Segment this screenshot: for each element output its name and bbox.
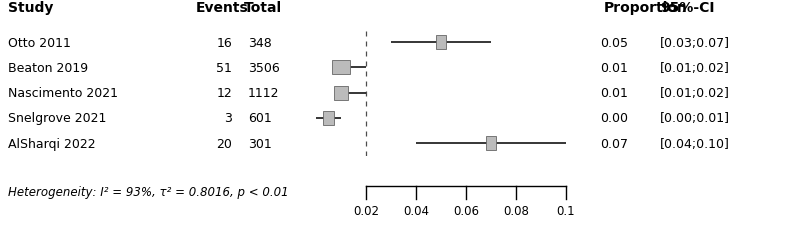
Text: 3: 3 (224, 112, 232, 125)
Text: 16: 16 (216, 36, 232, 49)
Text: 601: 601 (248, 112, 272, 125)
Text: [0.04;0.10]: [0.04;0.10] (660, 137, 730, 150)
Text: Snelgrove 2021: Snelgrove 2021 (8, 112, 106, 125)
Text: 0.05: 0.05 (600, 36, 628, 49)
Text: Beaton 2019: Beaton 2019 (8, 61, 88, 75)
Text: Total: Total (244, 1, 282, 15)
Text: 0.01: 0.01 (600, 87, 628, 100)
FancyBboxPatch shape (322, 111, 334, 125)
Text: [0.00;0.01]: [0.00;0.01] (660, 112, 730, 125)
Text: 348: 348 (248, 36, 272, 49)
Text: Study: Study (8, 1, 54, 15)
Text: AlSharqi 2022: AlSharqi 2022 (8, 137, 96, 150)
Text: 0.00: 0.00 (600, 112, 628, 125)
Text: Otto 2011: Otto 2011 (8, 36, 71, 49)
Text: 0.08: 0.08 (503, 204, 529, 217)
Text: [0.01;0.02]: [0.01;0.02] (660, 61, 730, 75)
Text: 0.1: 0.1 (557, 204, 575, 217)
Text: 1112: 1112 (248, 87, 279, 100)
Text: [0.03;0.07]: [0.03;0.07] (660, 36, 730, 49)
FancyBboxPatch shape (486, 137, 496, 150)
Text: 0.02: 0.02 (353, 204, 379, 217)
Text: Proportion: Proportion (604, 1, 688, 15)
Text: Events: Events (196, 1, 249, 15)
FancyBboxPatch shape (332, 61, 350, 75)
Text: 0.07: 0.07 (600, 137, 628, 150)
Text: 51: 51 (216, 61, 232, 75)
Text: 3506: 3506 (248, 61, 280, 75)
Text: 301: 301 (248, 137, 272, 150)
Text: [0.01;0.02]: [0.01;0.02] (660, 87, 730, 100)
Text: Nascimento 2021: Nascimento 2021 (8, 87, 118, 100)
FancyBboxPatch shape (334, 86, 347, 100)
Text: 95%-CI: 95%-CI (660, 1, 714, 15)
Text: 12: 12 (216, 87, 232, 100)
Text: 20: 20 (216, 137, 232, 150)
Text: 0.06: 0.06 (453, 204, 479, 217)
Text: Heterogeneity: I² = 93%, τ² = 0.8016, p < 0.01: Heterogeneity: I² = 93%, τ² = 0.8016, p … (8, 185, 289, 198)
Text: 0.04: 0.04 (403, 204, 429, 217)
FancyBboxPatch shape (436, 36, 446, 50)
Text: 0.01: 0.01 (600, 61, 628, 75)
